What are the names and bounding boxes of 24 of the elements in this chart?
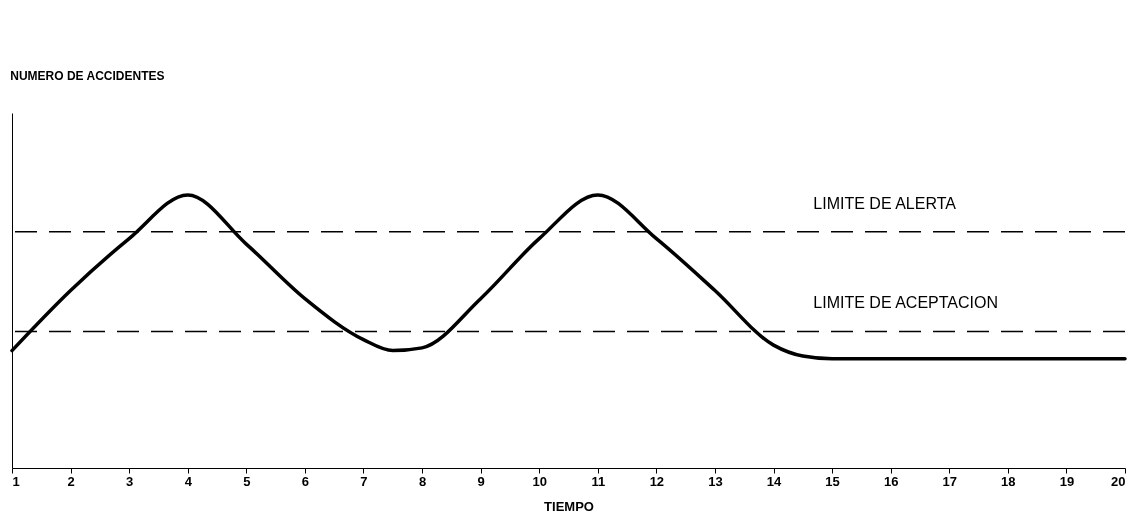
x-tick-label: 4 <box>184 473 193 489</box>
x-tick-label: 12 <box>649 473 665 489</box>
x-tick-label: 1 <box>12 473 20 489</box>
x-tick-label: 17 <box>942 473 957 489</box>
x-tick-label: 5 <box>243 473 251 489</box>
x-tick-label: 2 <box>67 473 75 489</box>
x-tick-label: 9 <box>477 473 485 489</box>
x-tick-label: 7 <box>360 473 368 489</box>
x-tick-label: 3 <box>126 473 134 489</box>
x-tick-label: 15 <box>825 473 840 489</box>
ref-line-label: LIMITE DE ACEPTACION <box>813 294 998 312</box>
x-tick-label: 8 <box>418 473 427 489</box>
x-tick-label: 16 <box>883 473 899 489</box>
x-tick-label: 11 <box>591 473 606 489</box>
x-tick-label: 18 <box>1001 473 1016 489</box>
x-axis-title: TIEMPO <box>544 498 594 514</box>
x-tick-label: 14 <box>766 473 783 489</box>
ref-line-label: LIMITE DE ALERTA <box>813 194 957 212</box>
x-tick-label: 13 <box>708 473 723 489</box>
x-tick-label: 20 <box>1111 473 1126 489</box>
x-tick-label: 19 <box>1059 473 1075 489</box>
x-tick-label: 6 <box>301 473 310 489</box>
text: NUMERO DE ACCIDENTES <box>10 69 165 83</box>
x-tick-label: 10 <box>532 473 547 489</box>
